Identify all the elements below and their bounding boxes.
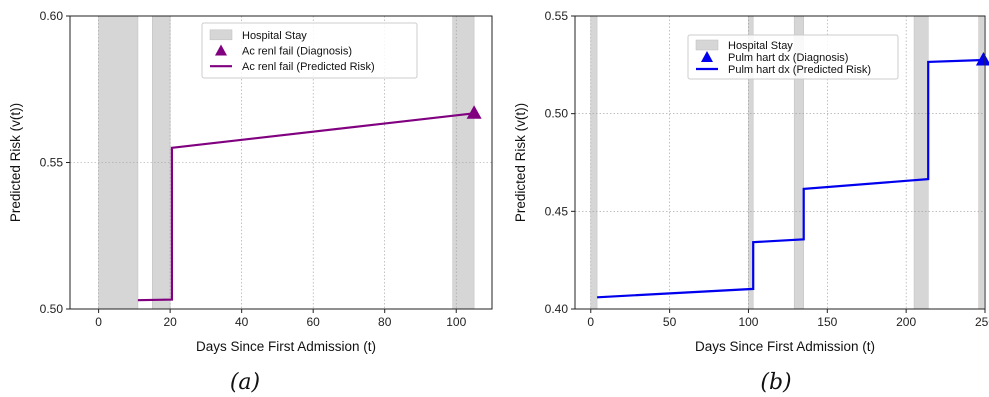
diagnosis-marker <box>466 105 482 119</box>
x-axis-label: Days Since First Admission (t) <box>196 339 376 354</box>
x-tick-label: 150 <box>817 315 837 329</box>
x-tick-label: 80 <box>378 315 392 329</box>
y-axis-label: Predicted Risk (v(t)) <box>8 103 23 222</box>
plot-area <box>575 16 985 309</box>
hospital-stay-band <box>978 16 984 309</box>
chart-panel-a: 0 20 40 60 80 100 0.50 0.55 0.60 Days Since First… <box>8 9 493 395</box>
y-tick-label: 0.50 <box>545 107 569 121</box>
legend-diagnosis-label: Pulm hart dx (Diagnosis) <box>728 52 848 64</box>
legend-diagnosis-marker <box>701 51 713 62</box>
panel-caption: (a) <box>230 370 260 395</box>
x-tick-label: 0 <box>95 315 102 329</box>
plot-frame <box>574 15 986 310</box>
x-tick-label: 50 <box>663 315 677 329</box>
x-tick-label: 250 <box>975 315 989 329</box>
y-tick-label: 0.45 <box>545 204 569 218</box>
x-tick-label: 100 <box>446 315 466 329</box>
y-tick-label: 0.60 <box>40 9 64 23</box>
hospital-stay-band <box>913 16 929 309</box>
x-tick-label: 100 <box>738 315 758 329</box>
hospital-stay-band <box>793 16 804 309</box>
y-axis-label: Predicted Risk (v(t)) <box>513 103 528 222</box>
legend: Hospital Stay Ac renl fail (Diagnosis) Ac … <box>201 22 418 79</box>
x-tick-label: 40 <box>235 315 249 329</box>
x-tick-label: 20 <box>163 315 177 329</box>
x-tick-label: 0 <box>587 315 594 329</box>
panel-caption: (b) <box>760 370 791 395</box>
y-tick-label: 0.50 <box>40 302 64 316</box>
hospital-stay-band <box>98 16 139 309</box>
predicted-risk-line <box>597 58 984 299</box>
x-tick-label: 200 <box>896 315 916 329</box>
legend-risk-label: Ac renl fail (Predicted Risk) <box>242 61 375 73</box>
legend-stay-swatch <box>209 29 233 41</box>
legend-stay-swatch <box>695 39 719 51</box>
y-tick-label: 0.40 <box>545 302 569 316</box>
y-tick-label: 0.55 <box>40 156 64 170</box>
plot-area <box>70 16 492 309</box>
hospital-stay-band <box>590 16 598 309</box>
legend-box <box>687 34 899 80</box>
predicted-risk-line <box>137 112 475 302</box>
legend-risk-label: Pulm hart dx (Predicted Risk) <box>728 64 871 76</box>
y-tick-label: 0.55 <box>545 9 569 23</box>
legend-diagnosis-marker <box>215 44 227 56</box>
legend-stay-label: Hospital Stay <box>242 30 307 42</box>
hospital-stay-band <box>748 16 754 309</box>
legend-diagnosis-label: Ac renl fail (Diagnosis) <box>242 46 352 58</box>
legend-stay-label: Hospital Stay <box>728 40 793 52</box>
x-tick-label: 60 <box>307 315 321 329</box>
legend-box <box>201 22 418 79</box>
x-axis-label: Days Since First Admission (t) <box>695 339 875 354</box>
chart-panel-b: 0 50 100 150 200 250 0.40 0.45 0.50 0.55 Days Sinc… <box>513 9 989 395</box>
diagnosis-marker <box>975 51 989 66</box>
